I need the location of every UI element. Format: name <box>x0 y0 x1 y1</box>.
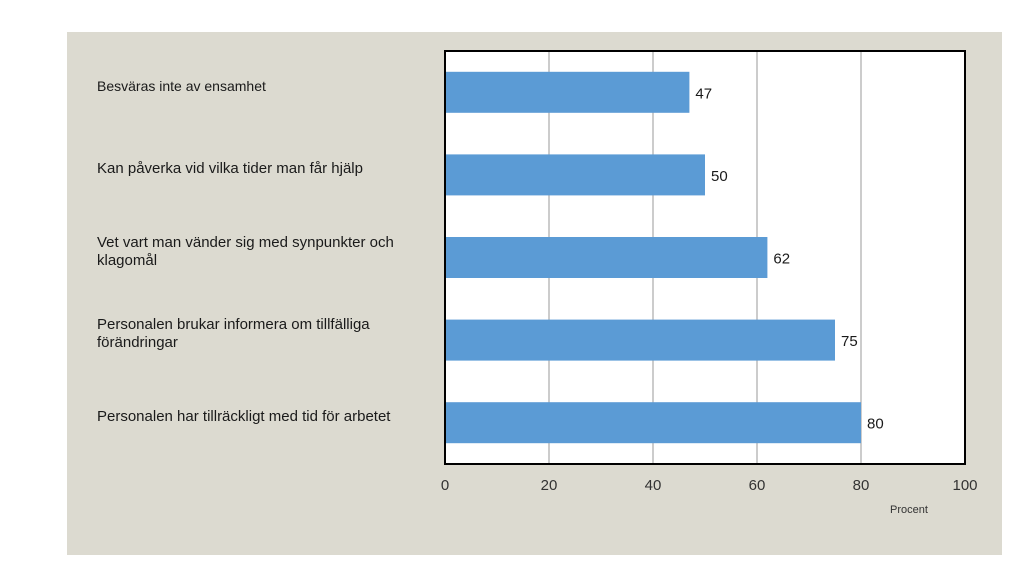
x-tick-label-40: 40 <box>645 477 662 494</box>
x-tick-label-80: 80 <box>853 477 870 494</box>
bar-3 <box>445 319 835 361</box>
x-axis-label: Procent <box>890 504 928 516</box>
bar-4 <box>445 402 861 444</box>
x-tick-label-0: 0 <box>441 477 449 494</box>
x-tick-label-60: 60 <box>749 477 766 494</box>
data-label-4: 80 <box>867 416 884 433</box>
data-label-1: 50 <box>711 168 728 185</box>
category-label-complaints: Vet vart man vänder sig med synpunkter o… <box>97 233 394 269</box>
data-label-3: 75 <box>841 333 858 350</box>
bar-2 <box>445 237 768 278</box>
plot-border <box>444 50 966 465</box>
category-label-loneliness: Besväras inte av ensamhet <box>97 78 266 95</box>
bar-0 <box>445 71 690 113</box>
category-label-staff-time: Personalen har tillräckligt med tid för … <box>97 407 391 425</box>
category-label-staff-inform: Personalen brukar informera om tillfälli… <box>97 316 370 352</box>
x-tick-label-20: 20 <box>541 477 558 494</box>
category-label-help-times: Kan påverka vid vilka tider man får hjäl… <box>97 159 363 177</box>
x-tick-label-100: 100 <box>952 477 977 494</box>
data-label-0: 47 <box>695 85 712 102</box>
bar-1 <box>445 154 705 196</box>
data-label-2: 62 <box>773 251 790 268</box>
